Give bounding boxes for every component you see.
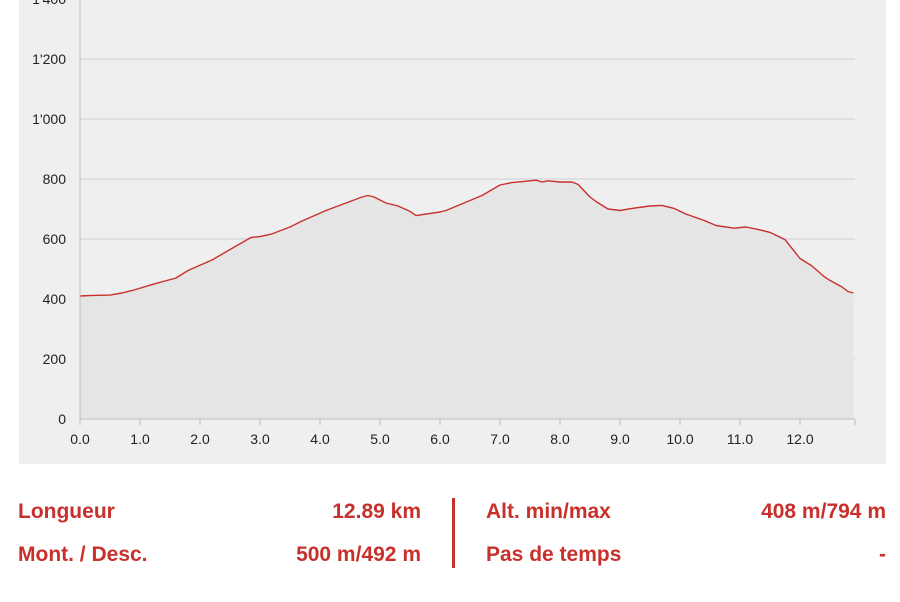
y-tick-label: 1'200 — [32, 51, 66, 67]
x-tick-label: 4.0 — [310, 431, 330, 447]
elevation-chart: 0 200 400 600 800 1'000 1'200 1'400 0.0 1.0 2.0 3.0… — [32, 0, 856, 447]
y-tick-label: 0 — [58, 411, 66, 427]
timestep-label: Pas de temps — [486, 543, 622, 566]
y-tick-label: 200 — [43, 351, 67, 367]
ascent-descent-value: 500 m/492 m — [296, 543, 421, 566]
x-tick-label: 6.0 — [430, 431, 450, 447]
length-value: 12.89 km — [332, 500, 421, 523]
altitude-minmax-label: Alt. min/max — [486, 500, 611, 523]
length-label: Longueur — [18, 500, 115, 523]
y-tick-label: 1'000 — [32, 111, 66, 127]
ascent-descent-label: Mont. / Desc. — [18, 543, 148, 566]
x-tick-label: 0.0 — [70, 431, 90, 447]
y-tick-label: 600 — [43, 231, 67, 247]
x-tick-label: 8.0 — [550, 431, 570, 447]
x-tick-label: 5.0 — [370, 431, 390, 447]
elevation-area — [80, 180, 854, 419]
x-tick-label: 3.0 — [250, 431, 270, 447]
stats-divider — [452, 498, 455, 568]
x-tick-label: 2.0 — [190, 431, 210, 447]
y-tick-label: 400 — [43, 291, 67, 307]
x-tick-label: 11.0 — [727, 431, 753, 447]
altitude-minmax-value: 408 m/794 m — [761, 500, 886, 523]
x-tick-label: 9.0 — [610, 431, 630, 447]
y-tick-label: 800 — [43, 171, 67, 187]
timestep-value: - — [879, 543, 886, 566]
x-tick-label: 10.0 — [666, 431, 693, 447]
elevation-line — [79, 179, 854, 297]
x-tick-label: 12.0 — [786, 431, 813, 447]
y-tick-label: 1'400 — [32, 0, 66, 7]
x-tick-label: 7.0 — [490, 431, 510, 447]
x-tick-label: 1.0 — [130, 431, 150, 447]
route-stats: Longueur 12.89 km Mont. / Desc. 500 m/49… — [0, 478, 900, 588]
elevation-chart-panel: 0 200 400 600 800 1'000 1'200 1'400 0.0 1.0 2.0 3.0… — [19, 0, 886, 464]
